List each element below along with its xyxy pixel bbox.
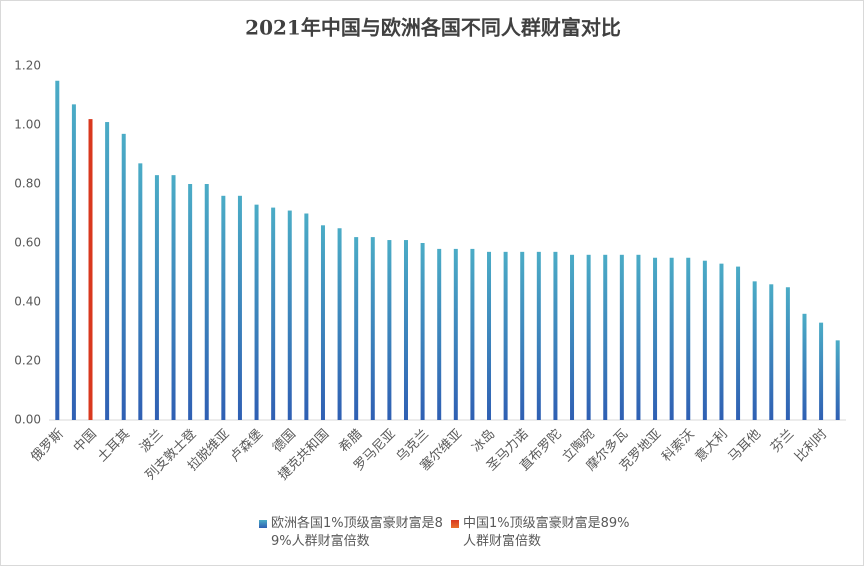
bar [254, 204, 259, 420]
bar [138, 163, 143, 420]
bar [536, 251, 541, 420]
y-tick-label: 1.00 [14, 118, 41, 132]
bar [619, 254, 624, 420]
bar [387, 240, 392, 420]
x-tick-label: 芬兰 [768, 427, 797, 456]
bar [105, 122, 110, 421]
bar [802, 313, 807, 420]
x-tick-label: 土耳其 [95, 427, 133, 465]
bar [88, 119, 93, 420]
bar [736, 266, 741, 420]
x-tick-label: 比利时 [792, 427, 830, 465]
bar [204, 184, 209, 420]
bar [785, 287, 790, 420]
x-tick-label: 冰岛 [469, 426, 499, 456]
bar [171, 175, 176, 420]
legend-swatch [451, 520, 459, 528]
legend-swatch [259, 520, 267, 528]
bar [487, 251, 492, 420]
bar [603, 254, 608, 420]
bar [304, 213, 309, 420]
bar [719, 263, 724, 420]
bar [154, 175, 159, 420]
legend-item: 中国1%顶级富豪财富是89%人群财富倍数 [451, 515, 641, 551]
y-tick-label: 0.00 [14, 413, 41, 427]
bar [636, 254, 641, 420]
bar [121, 133, 126, 420]
y-tick-label: 0.60 [14, 236, 41, 250]
y-tick-label: 0.80 [14, 177, 41, 191]
x-tick-label: 意大利 [692, 426, 731, 465]
y-tick-label: 1.20 [14, 59, 41, 73]
y-tick-label: 0.40 [14, 295, 41, 309]
bar [686, 257, 691, 420]
legend-label: 欧洲各国1%顶级富豪财富是89%人群财富倍数 [271, 516, 443, 549]
chart-title: 2021年中国与欧洲各国不同人群财富对比 [245, 16, 621, 40]
x-tick-label: 俄罗斯 [28, 427, 66, 465]
bar [437, 248, 442, 420]
bar [354, 237, 359, 420]
bar [553, 251, 558, 420]
bar [752, 281, 757, 420]
bar [769, 284, 774, 420]
bar [271, 207, 276, 420]
bar [586, 254, 591, 420]
x-tick-label: 德国 [270, 427, 299, 456]
bar [453, 248, 458, 420]
bar [403, 240, 408, 420]
x-tick-label: 卢森堡 [227, 426, 266, 465]
bar [520, 251, 525, 420]
bar [337, 228, 342, 420]
bar [188, 184, 193, 420]
y-tick-label: 0.20 [14, 354, 41, 368]
bar [55, 80, 60, 420]
bar [819, 322, 824, 420]
bar [702, 260, 707, 420]
bar [71, 104, 76, 420]
bar [503, 251, 508, 420]
bar [370, 237, 375, 420]
x-tick-label: 科索沃 [659, 427, 697, 465]
x-tick-label: 中国 [71, 427, 100, 456]
bar [420, 243, 425, 420]
bar [653, 257, 658, 420]
x-tick-label: 波兰 [137, 427, 166, 456]
x-tick-label: 希腊 [336, 427, 365, 456]
legend-label: 中国1%顶级富豪财富是89%人群财富倍数 [463, 516, 630, 549]
x-tick-label: 马耳他 [726, 427, 764, 465]
bar [669, 257, 674, 420]
bar [835, 340, 840, 420]
bar [237, 195, 242, 420]
bar [320, 225, 325, 420]
bar [470, 248, 475, 420]
bar [221, 195, 226, 420]
bar [287, 210, 292, 420]
legend-item: 欧洲各国1%顶级富豪财富是89%人群财富倍数 [259, 515, 449, 551]
bar [570, 254, 575, 420]
